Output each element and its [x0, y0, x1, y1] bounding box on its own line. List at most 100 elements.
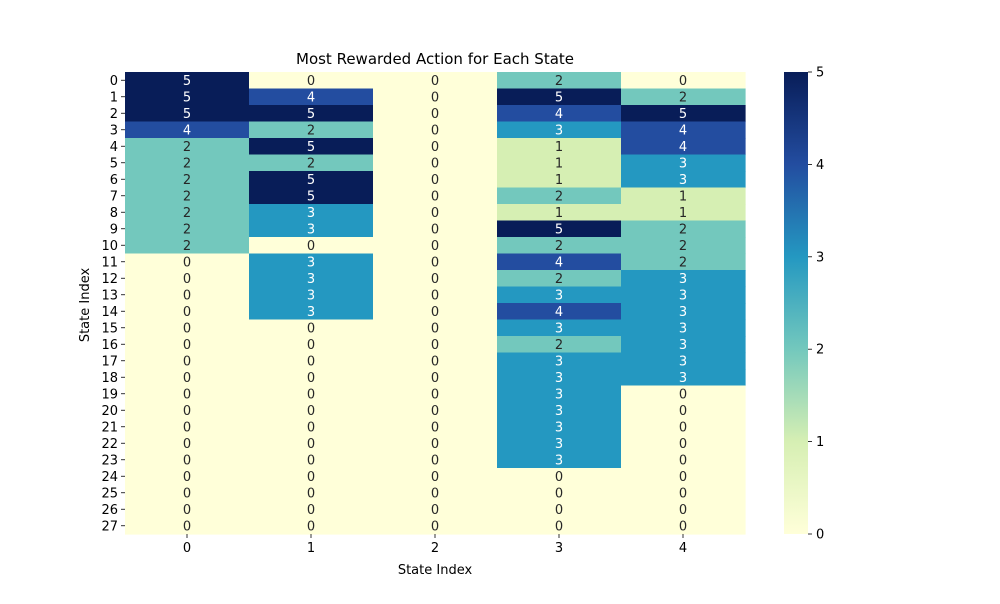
cell-value-label: 4 — [555, 305, 563, 320]
y-tick-label: 25 — [101, 486, 118, 501]
heatmap-cell — [621, 253, 746, 271]
heatmap-cell — [621, 468, 746, 486]
cell-value-label: 3 — [679, 371, 687, 386]
cell-value-label: 0 — [555, 486, 563, 501]
cell-value-label: 0 — [679, 387, 687, 402]
cell-value-label: 1 — [679, 189, 687, 204]
y-tick-label: 16 — [101, 338, 118, 353]
heatmap-cell — [249, 253, 374, 271]
colorbar-tick-label: 0 — [816, 528, 824, 543]
heatmap-cell — [621, 154, 746, 172]
heatmap-cell — [125, 319, 250, 337]
heatmap-cell — [621, 517, 746, 535]
heatmap-cell — [249, 121, 374, 139]
heatmap-cell — [497, 468, 622, 486]
cell-value-label: 0 — [679, 74, 687, 89]
heatmap-cell — [373, 501, 498, 519]
colorbar-tick-label: 4 — [816, 158, 824, 173]
heatmap-cell — [125, 451, 250, 469]
heatmap-cell — [373, 88, 498, 106]
heatmap-cell — [249, 105, 374, 123]
heatmap-cell-labels: 5 0 0 2 05 4 0 5 25 5 0 4 54 2 0 3 42 5 0 1 42 2 0 1 32 5 0 1 32 5 0 2 1… — [183, 74, 687, 535]
heatmap-cell — [249, 237, 374, 255]
heatmap-cell — [497, 220, 622, 238]
heatmap-cell — [125, 270, 250, 288]
cell-value-label: 0 — [431, 486, 439, 501]
cell-value-label: 3 — [307, 305, 315, 320]
cell-value-label: 2 — [679, 255, 687, 270]
cell-value-label: 0 — [431, 404, 439, 419]
heatmap-cell — [249, 435, 374, 453]
y-tick-label: 23 — [101, 453, 118, 468]
heatmap-cell — [249, 286, 374, 304]
cell-value-label: 2 — [555, 272, 563, 287]
heatmap-cell — [497, 336, 622, 354]
cell-value-label: 0 — [431, 354, 439, 369]
heatmap-cell — [621, 72, 746, 90]
heatmap-cell — [125, 501, 250, 519]
heatmap-cell — [497, 171, 622, 189]
cell-value-label: 0 — [183, 305, 191, 320]
heatmap-cell — [373, 468, 498, 486]
y-tick-label: 1 — [110, 90, 118, 105]
cell-value-label: 3 — [307, 255, 315, 270]
heatmap-cell — [621, 138, 746, 156]
y-tick-label: 10 — [101, 239, 118, 254]
heatmap-cell — [249, 204, 374, 222]
y-tick-label: 19 — [101, 387, 118, 402]
heatmap-cell — [621, 336, 746, 354]
heatmap-cell — [373, 352, 498, 370]
cell-value-label: 5 — [555, 90, 563, 105]
heatmap-cell — [249, 385, 374, 403]
cell-value-label: 1 — [555, 140, 563, 155]
cell-value-label: 0 — [431, 156, 439, 171]
y-tick-label: 4 — [110, 140, 118, 155]
cell-value-label: 0 — [431, 387, 439, 402]
cell-value-label: 1 — [555, 156, 563, 171]
heatmap-cell — [497, 286, 622, 304]
colorbar-tick-label: 3 — [816, 250, 824, 265]
heatmap-cell — [125, 402, 250, 420]
cell-value-label: 1 — [555, 206, 563, 221]
heatmap-cell — [621, 484, 746, 502]
heatmap-cell — [497, 121, 622, 139]
heatmap-cell — [249, 187, 374, 205]
cell-value-label: 0 — [431, 470, 439, 485]
heatmap-cell — [373, 369, 498, 387]
cell-value-label: 3 — [679, 305, 687, 320]
cell-value-label: 1 — [679, 206, 687, 221]
cell-value-label: 0 — [431, 123, 439, 138]
heatmap-cell — [373, 286, 498, 304]
y-axis-label: State Index — [78, 268, 93, 343]
y-tick-label: 21 — [101, 420, 118, 435]
heatmap-cell — [125, 237, 250, 255]
cell-value-label: 0 — [183, 272, 191, 287]
heatmap-cell — [249, 402, 374, 420]
cell-value-label: 3 — [679, 173, 687, 188]
heatmap-cell — [497, 154, 622, 172]
cell-value-label: 0 — [183, 437, 191, 452]
cell-value-label: 2 — [183, 206, 191, 221]
cell-value-label: 3 — [679, 354, 687, 369]
cell-value-label: 0 — [555, 519, 563, 534]
cell-value-label: 2 — [183, 189, 191, 204]
y-tick-label: 20 — [101, 404, 118, 419]
y-tick-label: 17 — [101, 354, 118, 369]
heatmap-cell — [497, 352, 622, 370]
cell-value-label: 5 — [183, 74, 191, 89]
cell-value-label: 0 — [679, 486, 687, 501]
heatmap-cell — [125, 204, 250, 222]
cell-value-label: 3 — [679, 288, 687, 303]
cell-value-label: 3 — [679, 156, 687, 171]
heatmap-cell — [621, 220, 746, 238]
heatmap-cell — [249, 138, 374, 156]
heatmap-cell — [621, 369, 746, 387]
cell-value-label: 0 — [307, 404, 315, 419]
cell-value-label: 3 — [679, 338, 687, 353]
cell-value-label: 0 — [431, 288, 439, 303]
cell-value-label: 3 — [555, 123, 563, 138]
heatmap-cell — [621, 105, 746, 123]
heatmap-cell — [621, 451, 746, 469]
y-tick-label: 27 — [101, 519, 118, 534]
heatmap-cell — [249, 352, 374, 370]
